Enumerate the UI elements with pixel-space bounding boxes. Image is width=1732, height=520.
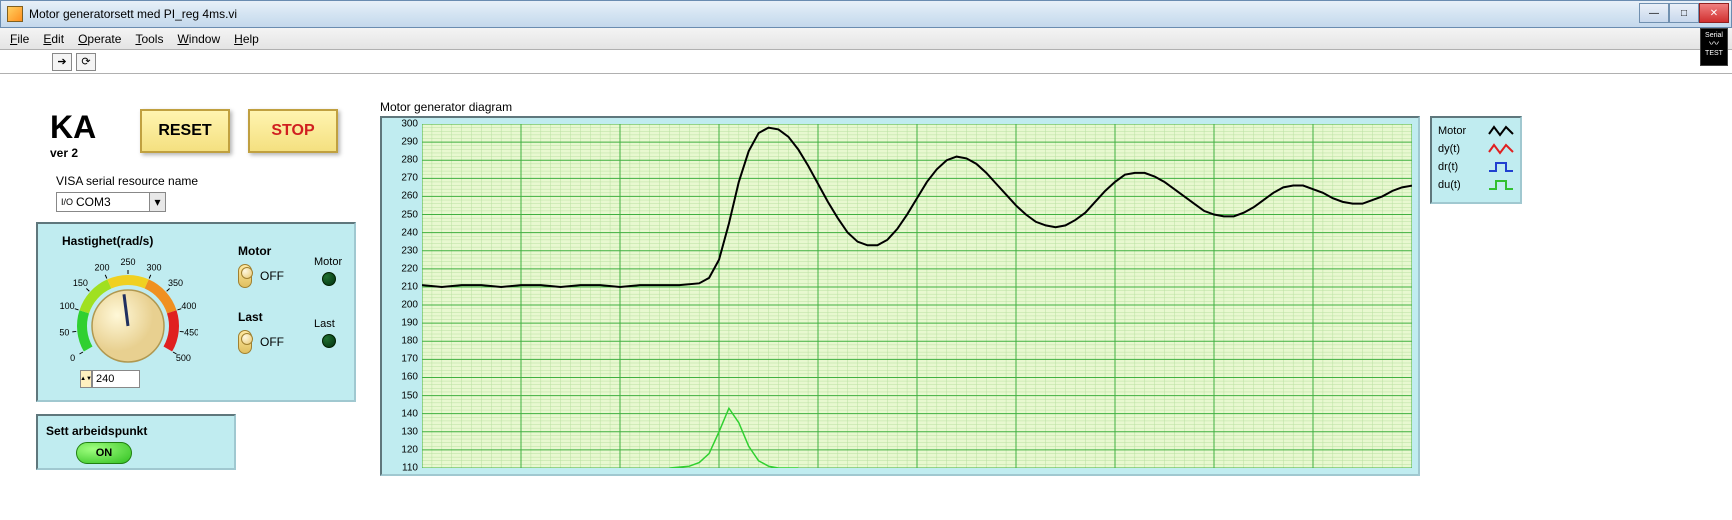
legend-glyph-icon (1488, 178, 1514, 192)
menu-window[interactable]: Window (177, 32, 220, 46)
y-tick-label: 200 (401, 300, 418, 311)
y-tick-label: 160 (401, 372, 418, 383)
y-tick-label: 290 (401, 137, 418, 148)
y-tick-label: 220 (401, 263, 418, 274)
menu-edit[interactable]: Edit (43, 32, 64, 46)
io-icon: I/O (61, 197, 73, 207)
window-title: Motor generatorsett med PI_reg 4ms.vi (29, 7, 237, 21)
menubar: File Edit Operate Tools Window Help Seri… (0, 28, 1732, 50)
front-panel: KA ver 2 RESET STOP VISA serial resource… (0, 74, 1732, 520)
svg-text:250: 250 (120, 257, 135, 267)
legend-item[interactable]: Motor (1438, 122, 1514, 140)
speed-dial[interactable]: 0 50 100 150 200 250 300 350 400 450 500 (58, 252, 198, 372)
reset-button[interactable]: RESET (140, 109, 230, 153)
brand-version: ver 2 (50, 146, 96, 160)
visa-resource-select[interactable]: I/O COM3 ▾ (56, 192, 166, 212)
chart-plot[interactable]: 1101201301401501601701801902002102202302… (422, 124, 1412, 468)
legend-label: du(t) (1438, 179, 1461, 191)
svg-text:150: 150 (73, 278, 88, 288)
svg-text:100: 100 (60, 301, 75, 311)
y-tick-label: 270 (401, 173, 418, 184)
y-tick-label: 130 (401, 426, 418, 437)
speed-numeric[interactable]: 240 (92, 370, 140, 388)
close-button[interactable]: ✕ (1699, 3, 1729, 23)
motor-toggle[interactable] (238, 264, 252, 288)
chart-title: Motor generator diagram (380, 100, 512, 114)
legend-glyph-icon (1488, 124, 1514, 138)
menu-tools[interactable]: Tools (135, 32, 163, 46)
svg-text:400: 400 (181, 301, 196, 311)
y-tick-label: 300 (401, 119, 418, 130)
serial-test-icon: Serial 〰 TEST (1700, 28, 1728, 66)
speed-label: Hastighet(rad/s) (62, 234, 153, 248)
svg-text:0: 0 (70, 353, 75, 363)
y-tick-label: 140 (401, 408, 418, 419)
app-icon (7, 6, 23, 22)
svg-text:300: 300 (147, 263, 162, 273)
y-tick-label: 110 (402, 463, 418, 474)
motor-off-label: OFF (260, 269, 284, 283)
minimize-button[interactable]: — (1639, 3, 1669, 23)
y-tick-label: 190 (401, 318, 418, 329)
brand-name: KA (50, 109, 96, 146)
last-toggle-label: Last (238, 310, 263, 324)
brand-block: KA ver 2 (50, 109, 96, 160)
legend-item[interactable]: dr(t) (1438, 158, 1514, 176)
y-tick-label: 170 (401, 354, 418, 365)
y-tick-label: 150 (401, 390, 418, 401)
motor-led-label: Motor (314, 256, 342, 268)
y-tick-label: 260 (401, 191, 418, 202)
titlebar: Motor generatorsett med PI_reg 4ms.vi — … (0, 0, 1732, 28)
y-tick-label: 180 (401, 336, 418, 347)
svg-text:450: 450 (184, 328, 198, 338)
menu-file[interactable]: File (10, 32, 29, 46)
last-led (322, 334, 336, 348)
chart-frame: 110 120 130 140 150 160 170 180 190 200 210 220 230 2… (380, 116, 1420, 476)
svg-text:200: 200 (94, 263, 109, 273)
setpoint-panel: Sett arbeidspunkt ON (36, 414, 236, 470)
legend-label: dr(t) (1438, 161, 1458, 173)
legend-item[interactable]: dy(t) (1438, 140, 1514, 158)
visa-label: VISA serial resource name (56, 174, 198, 188)
setpoint-on-button[interactable]: ON (76, 442, 132, 464)
run-button[interactable]: ➔ (52, 53, 72, 71)
legend: Motor dy(t) dr(t) du(t) (1430, 116, 1522, 204)
y-tick-label: 210 (401, 281, 418, 292)
motor-led (322, 272, 336, 286)
y-tick-label: 230 (401, 245, 418, 256)
last-toggle[interactable] (238, 330, 252, 354)
stop-button[interactable]: STOP (248, 109, 338, 153)
last-off-label: OFF (260, 335, 284, 349)
menu-help[interactable]: Help (234, 32, 259, 46)
setpoint-title: Sett arbeidspunkt (46, 424, 226, 438)
speed-spinner[interactable]: ▲▼ (80, 370, 92, 388)
legend-label: Motor (1438, 125, 1466, 137)
svg-text:350: 350 (168, 278, 183, 288)
legend-glyph-icon (1488, 160, 1514, 174)
visa-value: COM3 (76, 195, 111, 209)
legend-item[interactable]: du(t) (1438, 176, 1514, 194)
y-tick-label: 280 (401, 155, 418, 166)
motor-toggle-label: Motor (238, 244, 271, 258)
legend-label: dy(t) (1438, 143, 1460, 155)
legend-glyph-icon (1488, 142, 1514, 156)
speed-panel: Hastighet(rad/s) 0 50 100 150 200 250 300 350 40… (36, 222, 356, 402)
y-tick-label: 250 (401, 209, 418, 220)
y-tick-label: 120 (401, 444, 418, 455)
svg-text:50: 50 (59, 328, 69, 338)
menu-operate[interactable]: Operate (78, 32, 121, 46)
y-tick-label: 240 (401, 227, 418, 238)
toolbar: ➔ ⟳ (0, 50, 1732, 74)
run-cont-button[interactable]: ⟳ (76, 53, 96, 71)
maximize-button[interactable]: □ (1669, 3, 1699, 23)
svg-text:500: 500 (176, 353, 191, 363)
chevron-down-icon[interactable]: ▾ (149, 193, 165, 211)
speed-numeric-wrap: ▲▼ 240 (80, 370, 140, 388)
last-led-label: Last (314, 318, 335, 330)
